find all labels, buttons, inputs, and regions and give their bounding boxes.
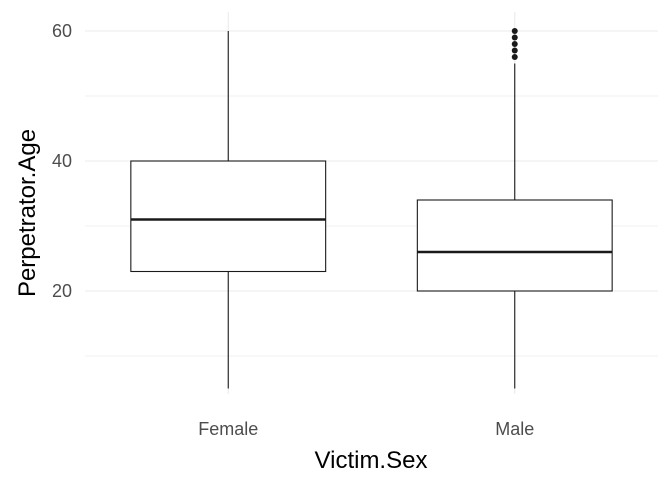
y-axis-ticks: 20 40 60 [52,21,72,301]
outlier-point [511,47,518,54]
outlier-point [511,41,518,47]
boxes [130,28,613,389]
y-axis-title: Perpetrator.Age [14,129,41,297]
outlier-point [511,54,518,60]
box-iqr [416,199,613,292]
y-tick-label: 40 [52,151,72,171]
x-tick-label: Male [495,419,534,439]
outlier-point [511,28,518,34]
box-iqr [130,160,327,273]
box-female [130,31,327,389]
y-tick-label: 20 [52,281,72,301]
outlier-point [511,34,518,41]
box-male [416,28,613,389]
x-axis-title: Victim.Sex [315,447,428,474]
y-tick-label: 60 [52,21,72,41]
x-axis-ticks: Female Male [198,419,534,439]
x-tick-label: Female [198,419,258,439]
